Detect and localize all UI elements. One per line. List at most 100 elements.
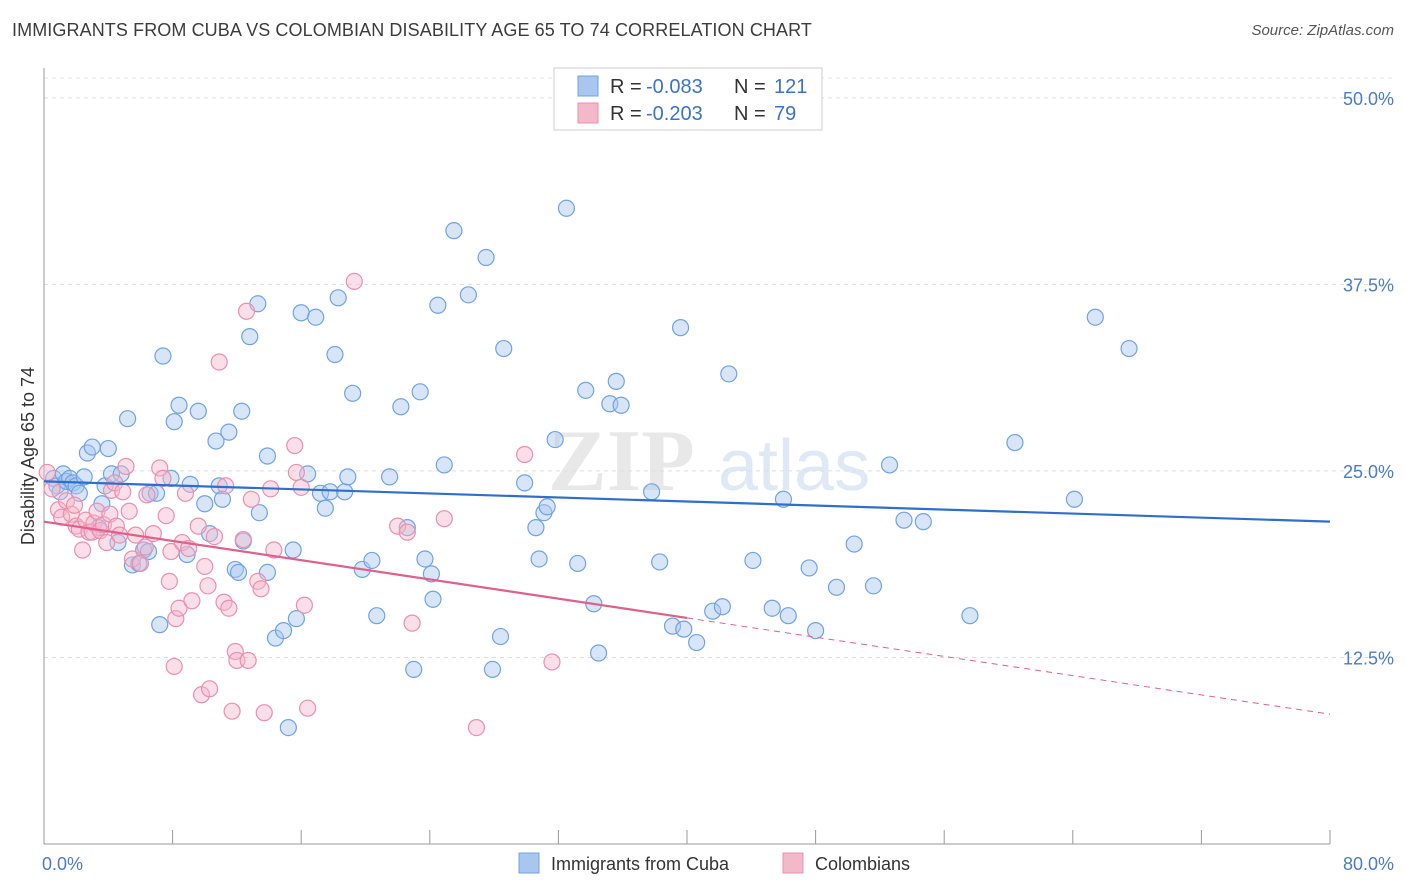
cuba-point-81 — [483, 660, 502, 679]
cuba-point-107 — [744, 551, 762, 570]
colombians-point-1 — [43, 480, 61, 498]
cuba-point-86 — [530, 550, 548, 568]
legend-r-value-colombians: -0.203 — [646, 103, 703, 125]
cuba-point-56 — [307, 308, 325, 326]
cuba-point-19 — [118, 410, 137, 428]
bottom-legend-swatch-cuba — [518, 852, 540, 874]
colombians-point-75 — [435, 510, 453, 528]
colombians-point-41 — [176, 484, 195, 502]
series-legend: Immigrants from Cuba Colombians — [518, 852, 910, 874]
y-tick-labels: 12.5% 25.0% 37.5% 50.0% — [1343, 89, 1394, 669]
cuba-point-32 — [181, 475, 199, 493]
cuba-point-82 — [491, 627, 510, 646]
y-tick-label-3: 50.0% — [1343, 89, 1394, 109]
colombians-point-25 — [120, 502, 138, 520]
cuba-point-67 — [368, 607, 386, 625]
colombians-point-23 — [114, 483, 132, 501]
colombians-point-78 — [543, 653, 561, 671]
cuba-point-114 — [845, 535, 863, 553]
cuba-point-59 — [321, 483, 339, 501]
colombians-point-30 — [138, 486, 156, 504]
colombians-point-16 — [94, 516, 113, 534]
cuba-point-50 — [274, 621, 293, 640]
colombians-point-32 — [151, 459, 169, 477]
cuba-point-60 — [326, 345, 344, 364]
y-tick-label-0: 12.5% — [1343, 648, 1394, 668]
colombians-point-46 — [196, 557, 214, 576]
cuba-point-103 — [688, 633, 706, 652]
cuba-point-99 — [651, 553, 669, 571]
legend-r-label-colombians: R = — [610, 103, 642, 125]
colombians-point-68 — [292, 478, 310, 496]
colombians-point-74 — [403, 614, 421, 632]
colombians-point-33 — [154, 469, 172, 487]
cuba-point-30 — [170, 396, 188, 414]
colombians-point-9 — [73, 541, 92, 559]
cuba-point-110 — [779, 607, 797, 625]
cuba-point-66 — [363, 551, 381, 570]
cuba-point-44 — [241, 328, 259, 346]
colombians-point-76 — [467, 718, 486, 737]
stats-legend: R = -0.083 N = 121 R = -0.203 N = 79 — [553, 67, 823, 131]
colombians-point-36 — [162, 542, 180, 561]
cuba-point-83 — [495, 339, 513, 358]
stats-legend-box — [553, 67, 823, 131]
cuba-point-36 — [207, 432, 225, 450]
watermark-atlas: atlas — [718, 426, 870, 506]
cuba-point-26 — [151, 616, 169, 634]
colombians-point-62 — [252, 580, 270, 598]
colombians-point-54 — [223, 702, 241, 720]
y-axis-label: Disability Age 65 to 74 — [18, 367, 38, 545]
cuba-point-15 — [99, 439, 117, 458]
cuba-point-113 — [827, 578, 846, 596]
cuba-point-9 — [75, 468, 93, 486]
colombians-point-48 — [200, 680, 219, 698]
colombians-point-37 — [165, 657, 183, 676]
legend-r-value-cuba: -0.083 — [646, 76, 703, 98]
cuba-point-78 — [445, 222, 463, 240]
bottom-legend-label-cuba: Immigrants from Cuba — [551, 854, 730, 874]
colombians-point-28 — [131, 554, 150, 573]
cuba-point-69 — [392, 398, 410, 416]
legend-n-value-cuba: 121 — [774, 76, 807, 98]
cuba-point-117 — [895, 511, 913, 529]
cuba-point-61 — [329, 289, 347, 307]
colombians-point-72 — [389, 517, 407, 535]
colombians-point-57 — [234, 530, 252, 549]
cuba-point-121 — [1065, 490, 1084, 508]
source-label: Source: ZipAtlas.com — [1251, 22, 1394, 39]
colombians-trend-line-extrapolated — [686, 617, 1331, 715]
watermark-zip: ZIP — [548, 413, 695, 510]
cuba-point-46 — [250, 504, 269, 522]
cuba-point-123 — [1120, 339, 1138, 358]
cuba-point-115 — [864, 577, 883, 595]
cuba-point-112 — [806, 621, 825, 640]
colombians-point-35 — [160, 572, 178, 590]
cuba-point-116 — [880, 456, 899, 474]
cuba-point-42 — [233, 402, 251, 420]
trend-lines — [43, 480, 1331, 715]
cuba-point-54 — [292, 304, 310, 322]
cuba-point-79 — [459, 286, 477, 304]
colombians-point-26 — [123, 550, 142, 568]
cuba-point-104 — [704, 602, 722, 620]
colombians-point-6 — [65, 496, 84, 514]
cuba-point-109 — [774, 490, 793, 508]
colombians-point-47 — [199, 577, 217, 595]
cuba-point-84 — [516, 474, 534, 492]
cuba-point-88 — [538, 498, 556, 516]
colombians-point-29 — [136, 538, 154, 556]
cuba-point-76 — [429, 296, 447, 314]
colombians-point-38 — [167, 610, 185, 628]
cuba-point-90 — [557, 199, 576, 217]
colombians-point-17 — [98, 533, 116, 552]
cuba-point-39 — [220, 423, 238, 441]
colombians-point-22 — [110, 526, 129, 544]
cuba-point-74 — [422, 565, 441, 583]
colombians-point-66 — [286, 436, 304, 455]
chart-title: IMMIGRANTS FROM CUBA VS COLOMBIAN DISABI… — [12, 20, 813, 40]
colombians-point-4 — [57, 492, 76, 510]
legend-n-value-colombians: 79 — [774, 103, 796, 125]
cuba-point-53 — [287, 610, 305, 628]
